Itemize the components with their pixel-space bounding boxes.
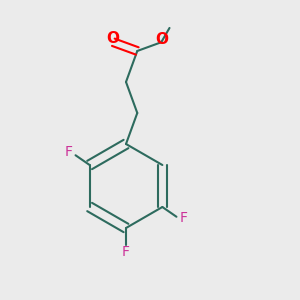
- Text: F: F: [64, 145, 73, 159]
- Text: O: O: [106, 31, 119, 46]
- Text: O: O: [156, 32, 169, 47]
- Text: F: F: [122, 245, 130, 259]
- Text: F: F: [179, 211, 188, 225]
